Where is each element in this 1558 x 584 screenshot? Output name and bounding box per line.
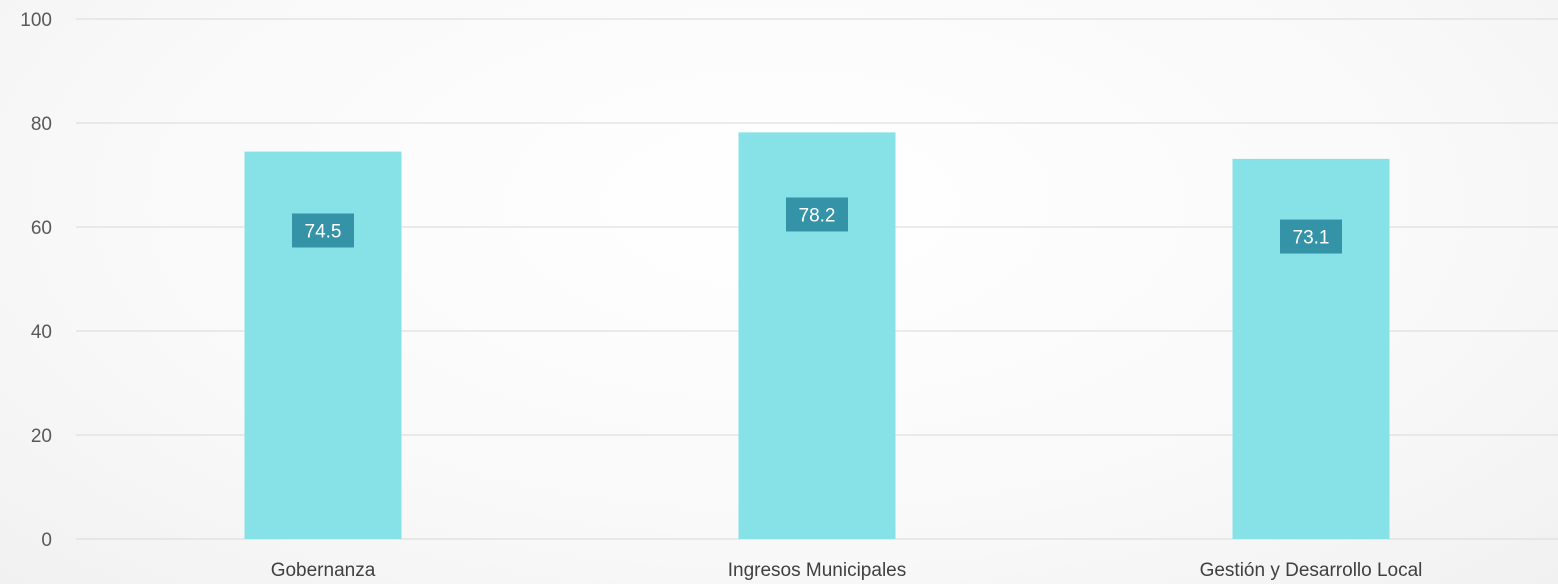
data-label: 78.2 <box>799 205 836 226</box>
y-tick-label: 80 <box>31 114 52 135</box>
x-category-label: Ingresos Municipales <box>728 560 906 581</box>
bar <box>1232 158 1390 539</box>
y-axis-ticks: 0 20 40 60 80 100 <box>20 10 52 551</box>
bar <box>244 151 402 539</box>
data-label: 74.5 <box>305 221 342 242</box>
data-label-box <box>786 197 848 232</box>
bars <box>244 132 1390 540</box>
x-category-label: Gobernanza <box>271 560 376 581</box>
data-label-box <box>1280 219 1342 254</box>
y-tick-label: 60 <box>31 218 52 239</box>
data-labels: 74.5 78.2 73.1 <box>292 197 1342 254</box>
y-tick-label: 100 <box>20 10 52 31</box>
y-tick-label: 20 <box>31 426 52 447</box>
data-label-box <box>292 213 354 248</box>
y-tick-label: 0 <box>41 530 52 551</box>
bar <box>738 132 896 540</box>
y-tick-label: 40 <box>31 322 52 343</box>
x-axis-categories: Gobernanza Ingresos Municipales Gestión y … <box>271 560 1423 581</box>
data-label: 73.1 <box>1293 228 1330 249</box>
x-category-label: Gestión y Desarrollo Local <box>1200 560 1423 581</box>
